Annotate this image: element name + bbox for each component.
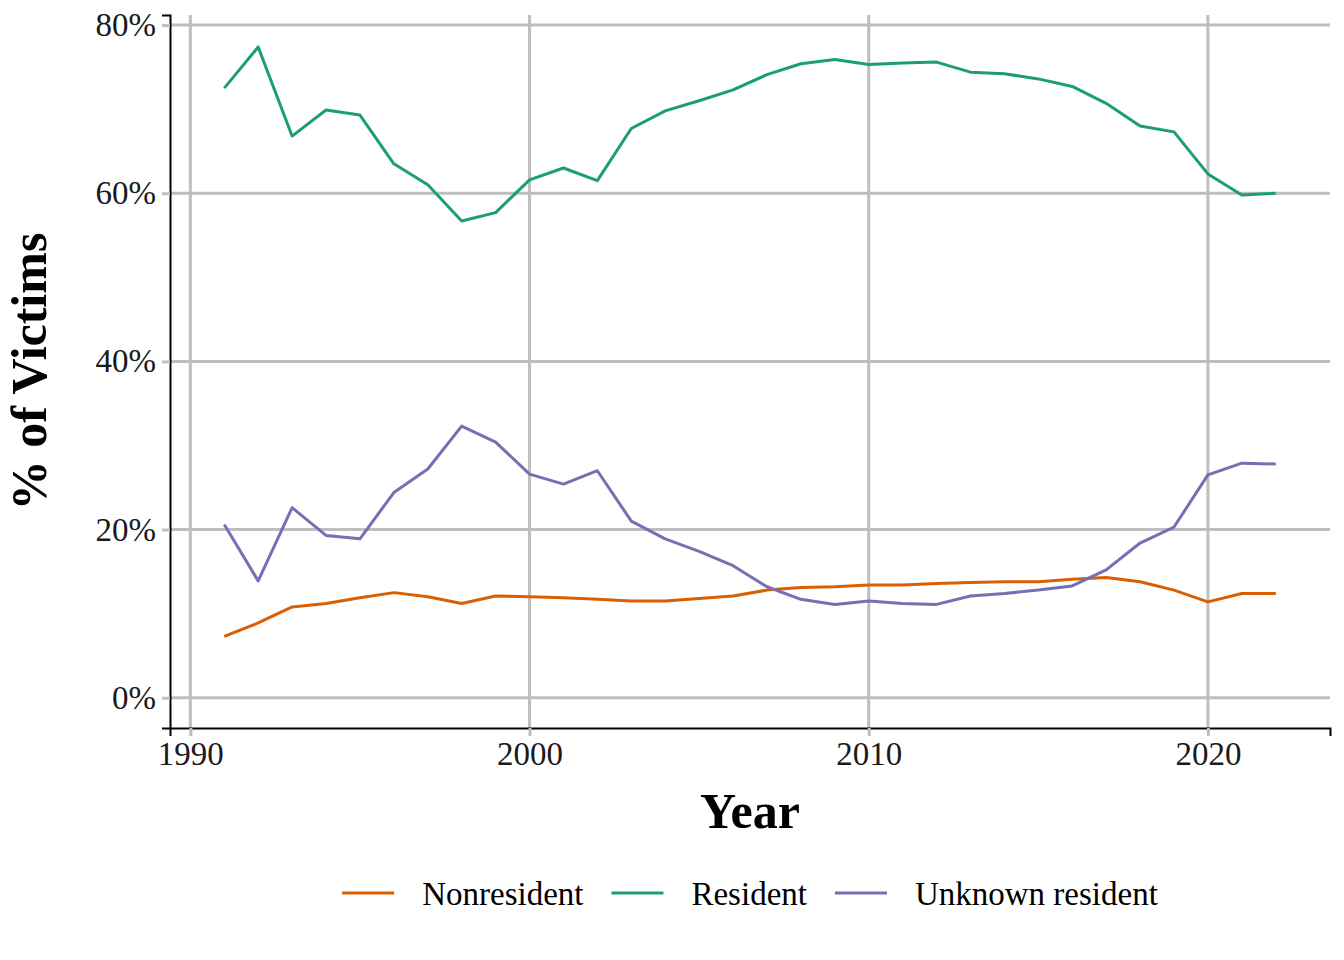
tick: 2000	[497, 728, 563, 772]
tick-mark	[529, 728, 532, 736]
tick-label: 2000	[497, 736, 563, 772]
tick-label: 0%	[112, 680, 156, 716]
series-line	[224, 47, 1275, 221]
tick-mark	[162, 697, 170, 700]
grid-line	[867, 15, 870, 728]
tick-mark	[1207, 728, 1210, 736]
tick: 60%	[96, 175, 171, 211]
tick-label: 2020	[1175, 736, 1241, 772]
tick: 0%	[112, 680, 170, 716]
grid-line	[1206, 15, 1209, 728]
legend-swatch	[835, 892, 887, 895]
grid-line	[189, 15, 192, 728]
grid-line	[170, 696, 1330, 699]
tick: 40%	[96, 343, 171, 379]
tick: 2010	[836, 728, 902, 772]
grid-line	[170, 360, 1330, 363]
legend-label: Nonresident	[422, 876, 583, 912]
tick: 20%	[96, 512, 171, 548]
tick-label: 1990	[158, 736, 224, 772]
tick-mark	[162, 24, 170, 27]
legend-label: Unknown resident	[915, 876, 1158, 912]
lines	[224, 47, 1275, 636]
y-axis: 0% 20% 40% 60% 80%	[96, 7, 171, 728]
x-axis: 1990 2000 2010 2020	[158, 728, 1331, 772]
legend-item: Unknown resident	[835, 876, 1158, 912]
tick-label: 40%	[96, 343, 157, 379]
series-line	[224, 426, 1275, 604]
tick: 1990	[158, 728, 224, 772]
grid-line	[170, 528, 1330, 531]
tick: 2020	[1175, 728, 1241, 772]
legend-swatch	[342, 892, 394, 895]
legend-item: Resident	[611, 876, 806, 912]
legend-swatch	[611, 892, 663, 895]
grid-line	[528, 15, 531, 728]
tick-label: 60%	[96, 175, 157, 211]
tick-mark	[162, 192, 170, 195]
legend-item: Nonresident	[342, 876, 583, 912]
tick-label: 80%	[96, 7, 157, 43]
tick-label: 2010	[836, 736, 902, 772]
plot-area: 1990 2000 2010 2020 0% 20% 40% 60% 80%	[96, 7, 1331, 772]
chart: 1990 2000 2010 2020 0% 20% 40% 60% 80% Year % of V…	[0, 0, 1344, 960]
y-axis-title: % of Victims	[1, 233, 57, 511]
grid-line	[170, 24, 1330, 27]
grid-line	[170, 192, 1330, 195]
grid	[170, 15, 1330, 728]
axis-line	[162, 16, 171, 729]
x-axis-title: Year	[700, 783, 800, 839]
legend: Nonresident Resident Unknown resident	[342, 876, 1158, 912]
tick-mark	[162, 529, 170, 532]
tick-mark	[162, 360, 170, 363]
axis-line	[171, 729, 1331, 737]
tick-mark	[189, 728, 192, 736]
tick-label: 20%	[96, 512, 157, 548]
series-line	[224, 577, 1275, 636]
legend-label: Resident	[691, 876, 806, 912]
tick: 80%	[96, 7, 171, 43]
tick-mark	[868, 728, 871, 736]
